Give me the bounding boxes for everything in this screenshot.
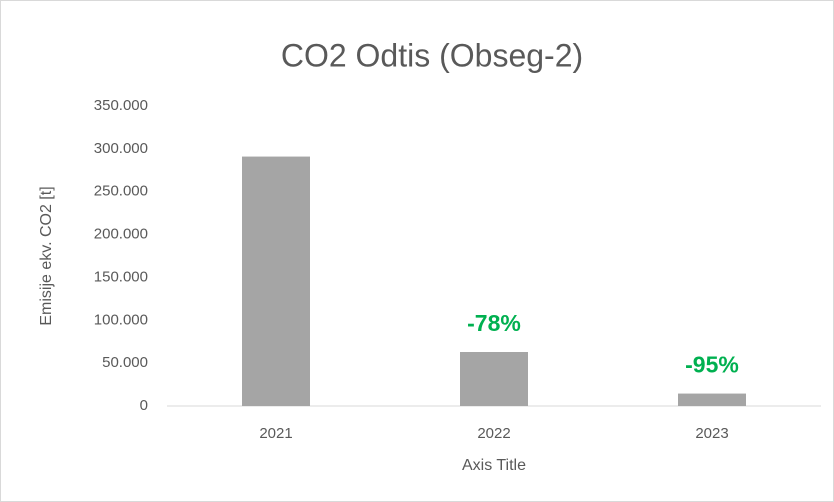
y-tick-label: 200.000 xyxy=(94,226,148,243)
x-tick-label: 2022 xyxy=(477,425,510,442)
y-tick-label: 100.000 xyxy=(94,311,148,328)
y-tick-label: 0 xyxy=(140,397,148,414)
y-axis-title: Emisije ekv. CO2 [t] xyxy=(38,186,55,325)
annotation: -78% xyxy=(467,310,521,336)
y-tick-label: 250.000 xyxy=(94,183,148,200)
bar xyxy=(242,156,310,406)
y-tick-label: 50.000 xyxy=(102,354,148,371)
x-tick-label: 2021 xyxy=(259,425,292,442)
annotation: -95% xyxy=(685,352,739,378)
y-tick-label: 150.000 xyxy=(94,268,148,285)
x-tick-label: 2023 xyxy=(695,425,728,442)
bar xyxy=(678,393,746,406)
y-tick-label: 300.000 xyxy=(94,140,148,157)
y-tick-label: 350.000 xyxy=(94,97,148,114)
x-axis-title: Axis Title xyxy=(462,457,526,474)
chart-title: CO2 Odtis (Obseg-2) xyxy=(281,37,583,73)
bar xyxy=(460,352,528,406)
